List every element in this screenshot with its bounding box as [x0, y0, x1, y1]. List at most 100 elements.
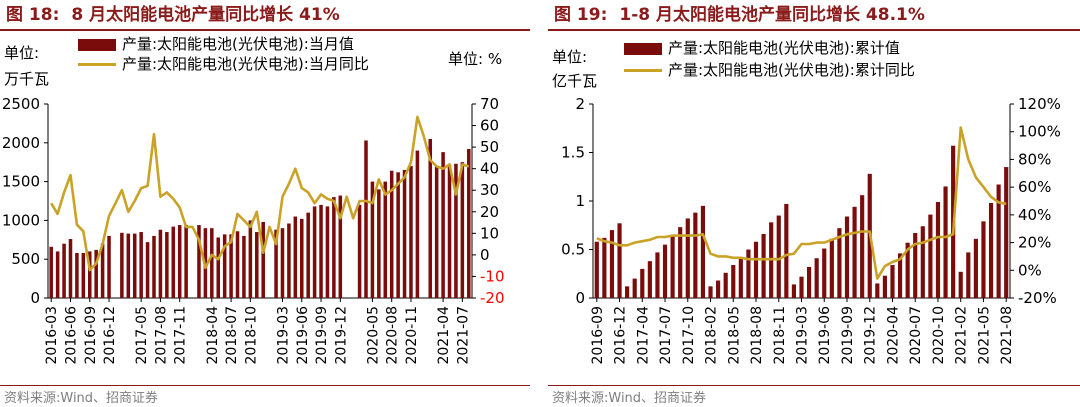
bar-2020-11 — [409, 166, 413, 298]
legend-bar-label: 产量:太阳能电池(光伏电池):累计值 — [668, 39, 900, 57]
bar-2018-05 — [731, 265, 736, 298]
left-axis-unit: 单位: — [4, 44, 40, 62]
bar-2021-02 — [428, 138, 433, 298]
bar-2020-08 — [920, 226, 925, 298]
x-tick-label: 2018-11 — [772, 306, 788, 365]
x-tick-label: 2017-04 — [635, 306, 651, 365]
bar-2020-11 — [943, 186, 948, 298]
bar-2020-06 — [377, 189, 381, 298]
chart-panel-left: 图 18: 8 月太阳能电池产量同比增长 41% 单位: 万千瓦 单位: % 产量… — [0, 0, 530, 407]
footer-rule — [548, 385, 1080, 386]
bar-2021-08 — [467, 149, 471, 298]
bar-2018-12 — [784, 203, 789, 298]
x-tick-label: 2018-05 — [726, 306, 742, 365]
bar-2019-04 — [806, 266, 812, 298]
bar-2021-07 — [996, 184, 1001, 298]
bar-2020-08 — [389, 170, 394, 298]
y-left-tick-label: 1 — [575, 192, 585, 210]
y-right-tick-label: 40 — [480, 160, 499, 178]
figure-number: 图 19: — [554, 5, 608, 25]
chart-title-left: 图 18: 8 月太阳能电池产量同比增长 41% — [0, 4, 530, 26]
bar-2016-06 — [68, 239, 73, 298]
bar-2016-12 — [107, 235, 111, 298]
bar-2019-02 — [791, 284, 797, 298]
legend-item-bar: 产量:太阳能电池(光伏电池):当月值 — [78, 34, 354, 54]
x-tick-label: 2019-12 — [863, 306, 879, 365]
x-tick-label: 2017-08 — [153, 306, 169, 365]
bar-2020-05 — [370, 181, 375, 298]
bar-2019-05 — [293, 216, 298, 298]
y-right-tick-label: 0% — [1018, 261, 1042, 279]
left-axis-unit-name: 万千瓦 — [4, 70, 50, 88]
bar-2020-05 — [897, 253, 903, 298]
legend-item-bar: 产量:太阳能电池(光伏电池):累计值 — [624, 38, 900, 58]
bar-2021-05 — [981, 221, 986, 298]
bar-2017-06 — [145, 242, 150, 298]
legend-item-line: 产量:太阳能电池(光伏电池):累计同比 — [624, 60, 915, 80]
y-left-tick-label: 500 — [11, 250, 40, 268]
bar-2016-12 — [617, 223, 622, 298]
y-right-tick-label: 60 — [480, 117, 499, 135]
bar-2016-11 — [100, 243, 105, 298]
bar-2018-12 — [261, 221, 265, 298]
bar-2021-07 — [460, 162, 465, 298]
bar-2018-03 — [716, 280, 721, 298]
bar-2018-06 — [738, 257, 743, 298]
legend-line-label: 产量:太阳能电池(光伏电池):当月同比 — [122, 55, 369, 73]
bar-2017-06 — [655, 252, 660, 298]
y-left-tick-label: 0.5 — [561, 241, 585, 259]
bar-2020-07 — [383, 181, 388, 298]
bar-2019-10 — [852, 206, 857, 298]
bar-2020-02 — [875, 283, 880, 298]
bar-2018-09 — [242, 235, 246, 298]
x-tick-label: 2016-06 — [63, 306, 79, 365]
bar-2019-02 — [274, 229, 278, 298]
y-left-tick-label: 0 — [575, 289, 585, 307]
bar-2017-03 — [126, 233, 131, 298]
bar-2018-11 — [776, 215, 781, 298]
x-tick-label: 2020-11 — [404, 306, 420, 365]
y-right-tick-label: -10 — [480, 267, 505, 285]
bar-2016-04 — [55, 251, 60, 298]
x-tick-label: 2017-07 — [658, 306, 674, 365]
bar-2019-08 — [312, 206, 317, 298]
source-note: 资料来源:Wind、招商证券 — [4, 391, 159, 406]
legend-line-label: 产量:太阳能电池(光伏电池):累计同比 — [668, 61, 915, 79]
bar-2017-03 — [632, 278, 637, 298]
bar-2017-09 — [678, 227, 683, 298]
bar-2020-07 — [913, 233, 918, 298]
y-right-tick-label: 100% — [1018, 123, 1061, 141]
bar-2021-05 — [447, 164, 452, 298]
y-right-tick-label: -20 — [480, 289, 505, 307]
x-tick-label: 2020-05 — [365, 306, 381, 365]
chart-title-right: 图 19: 1-8 月太阳能电池产量同比增长 48.1% — [548, 4, 1080, 26]
line-series-yoy — [50, 115, 470, 272]
bar-2017-04 — [640, 268, 645, 298]
bar-2016-09 — [594, 241, 599, 298]
bar-2019-08 — [837, 228, 842, 298]
bar-2018-07 — [229, 234, 233, 298]
bar-2020-03 — [882, 275, 887, 298]
bar-2017-09 — [165, 232, 169, 298]
bar-2018-08 — [753, 241, 759, 298]
figure-caption: 1-8 月太阳能电池产量同比增长 48.1% — [619, 5, 925, 25]
x-tick-label: 2016-03 — [44, 306, 60, 365]
x-tick-label: 2020-08 — [385, 306, 401, 365]
bar-2016-10 — [602, 237, 607, 298]
y-left-tick-label: 2 — [575, 95, 585, 113]
bar-2021-02 — [958, 271, 963, 298]
y-left-tick-label: 1500 — [2, 173, 40, 191]
x-tick-label: 2021-08 — [999, 306, 1015, 365]
bar-2017-12 — [700, 205, 706, 298]
bar-2021-08 — [1004, 167, 1009, 298]
y-right-tick-label: 20% — [1018, 234, 1051, 252]
bar-2017-11 — [693, 212, 698, 298]
y-right-tick-label: -20% — [1018, 289, 1057, 307]
x-tick-label: 2018-10 — [243, 306, 259, 365]
legend-line-swatch — [624, 69, 662, 72]
bar-2019-09 — [844, 216, 850, 298]
x-tick-label: 2019-09 — [314, 306, 330, 365]
y-left-tick-label: 1.5 — [561, 144, 585, 162]
bar-2021-06 — [454, 163, 458, 298]
bar-2017-05 — [139, 232, 143, 298]
